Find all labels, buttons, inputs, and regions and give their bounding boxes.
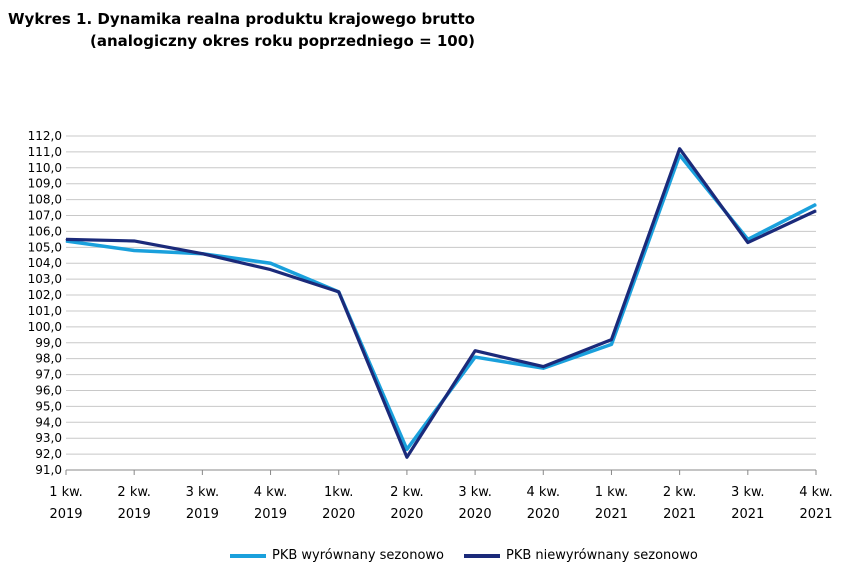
series-lines [65,147,817,459]
x-tick-label-quarter: 4 kw. [527,485,561,500]
data-point [747,242,749,244]
x-tick-label-quarter: 4 kw. [254,485,288,500]
y-tick-label: 105,0 [28,240,62,254]
data-point [133,240,135,242]
x-tick-label-quarter: 2 kw. [117,485,151,500]
y-tick-label: 97,0 [35,368,62,382]
x-tick-label-year: 2021 [799,507,832,522]
x-tick-label-quarter: 3 kw. [458,485,492,500]
data-point [474,356,476,358]
y-tick-label: 100,0 [28,320,62,334]
x-tick-label-quarter: 2 kw. [663,485,697,500]
y-tick-label: 101,0 [28,304,62,318]
data-point [270,262,272,264]
y-tick-label: 98,0 [35,352,62,366]
data-point [338,291,340,293]
y-tick-label: 111,0 [28,145,62,159]
legend: PKB wyrównany sezonowo PKB niewyrównany … [230,548,718,563]
x-tick-label-year: 2019 [186,507,219,522]
data-point [201,253,203,255]
y-tick-label: 93,0 [35,431,62,445]
y-tick-label: 94,0 [35,415,62,429]
x-tick-label-year: 2020 [527,507,560,522]
data-point [406,456,408,458]
data-point [610,343,612,345]
x-tick-label-quarter: 2 kw. [390,485,424,500]
legend-label-series2: PKB niewyrównany sezonowo [505,548,698,563]
x-tick-label-year: 2019 [49,507,82,522]
data-point [679,154,681,156]
data-point [610,339,612,341]
data-point [65,238,67,240]
data-point [815,210,817,212]
series-line-2 [65,147,817,459]
legend-label-series1: PKB wyrównany sezonowo [272,548,444,563]
x-tick-label-quarter: 3 kw. [731,485,765,500]
y-tick-label: 109,0 [28,177,62,191]
data-point [133,250,135,252]
x-tick-label-quarter: 1 kw. [595,485,629,500]
x-tick-label-year: 2020 [322,507,355,522]
legend-swatch-series2 [463,553,500,558]
data-point [679,148,681,150]
y-tick-label: 99,0 [35,336,62,350]
chart-title-line2: (analogiczny okres roku poprzedniego = 1… [90,32,476,50]
y-tick-label: 104,0 [28,256,62,270]
legend-item-series1: PKB wyrównany sezonowo [230,548,444,563]
y-tick-label: 96,0 [35,383,62,397]
legend-swatch-series1 [230,553,266,558]
x-tick-label-year: 2019 [254,507,287,522]
y-tick-label: 95,0 [35,399,62,413]
x-tick-label-quarter: 1 kw. [49,485,83,500]
data-point [542,366,544,368]
y-tick-label: 110,0 [28,161,62,175]
x-tick-label-year: 2019 [118,507,151,522]
x-tick-label-year: 2021 [595,507,628,522]
x-tick-label-year: 2020 [390,507,423,522]
x-tick-label-quarter: 3 kw. [186,485,220,500]
chart-title-line1: Wykres 1. Dynamika realna produktu krajo… [8,10,475,28]
y-tick-label: 112,0 [28,129,62,143]
data-point [270,269,272,271]
y-tick-label: 108,0 [28,193,62,207]
data-point [406,448,408,450]
grid-lines [66,135,816,455]
legend-item-series2: PKB niewyrównany sezonowo [463,548,698,563]
data-point [474,350,476,352]
x-axis-ticks: 1 kw. 2019 2 kw. 2019 3 kw. 2019 4 kw. 2019 1kw.… [49,470,833,522]
y-tick-label: 107,0 [28,209,62,223]
y-tick-label: 102,0 [28,288,62,302]
y-tick-label: 103,0 [28,272,62,286]
data-point [815,203,817,205]
y-tick-label: 92,0 [35,447,62,461]
x-tick-label-year: 2021 [731,507,764,522]
chart-title: Wykres 1. Dynamika realna produktu krajo… [8,8,475,52]
x-tick-label-year: 2021 [663,507,696,522]
x-tick-label-quarter: 1kw. [324,485,353,500]
y-tick-label: 91,0 [35,463,62,477]
y-tick-label: 106,0 [28,224,62,238]
x-tick-label-year: 2020 [459,507,492,522]
x-tick-label-quarter: 4 kw. [799,485,833,500]
